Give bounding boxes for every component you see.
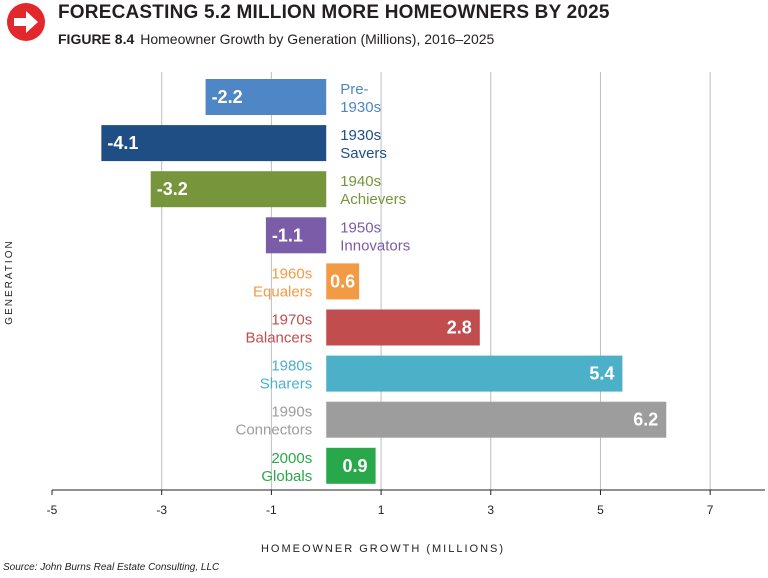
bar-value-label: 0.6 <box>330 271 355 291</box>
bar-category-label-line: Connectors <box>236 422 313 439</box>
bar-category-label-line: 1970s <box>271 312 312 329</box>
bar-category-label: Pre-1930s <box>340 81 381 116</box>
bar-category-label-line: 1980s <box>271 358 312 375</box>
x-tick-label: 5 <box>597 503 604 517</box>
x-tick-label: -3 <box>156 503 167 517</box>
bar-category-label-line: 1930s <box>340 99 381 116</box>
source-note: Source: John Burns Real Estate Consultin… <box>3 562 220 573</box>
bar <box>265 217 327 254</box>
bar-category-label-line: Pre- <box>340 81 368 98</box>
bars: -2.2 Pre-1930s-4.1 1930s Savers-3.2 1940s Ach… <box>101 79 667 485</box>
bar-value-label: -1.1 <box>272 225 303 245</box>
x-tick-label: 3 <box>487 503 494 517</box>
bar-category-label: 1960s Equalers <box>253 265 312 300</box>
x-tick-label: -5 <box>47 503 58 517</box>
x-tick-label: 1 <box>378 503 385 517</box>
bar-category-label: 1970s Balancers <box>246 312 313 347</box>
bar-category-label-line: Equalers <box>253 283 312 300</box>
bar-value-label: 5.4 <box>589 364 614 384</box>
bar <box>326 263 360 300</box>
bar-category-label: 1990s Connectors <box>236 404 313 439</box>
chart-subtitle: FIGURE 8.4 Homeowner Growth by Generation… <box>58 31 494 47</box>
right-arrow-circle-icon <box>7 3 45 41</box>
figure-label: FIGURE 8.4 <box>58 31 135 47</box>
bar-category-label-line: 1960s <box>271 265 312 282</box>
x-axis: -5 -3 -1 1 3 5 7 <box>47 489 765 517</box>
bar-value-label: 0.9 <box>343 456 368 476</box>
bar-category-label: 1940s Achievers <box>340 173 406 208</box>
bar <box>205 79 327 115</box>
chart-header: FORECASTING 5.2 MILLION MORE HOMEOWNERS … <box>0 0 768 60</box>
bar-value-label: 6.2 <box>633 410 658 430</box>
bar <box>150 171 327 208</box>
bar <box>326 309 480 346</box>
bar-category-label-line: 1950s <box>340 219 381 236</box>
bar <box>326 355 623 392</box>
bar-value-label: -2.2 <box>212 87 243 107</box>
x-axis-label: HOMEOWNER GROWTH (MILLIONS) <box>261 543 505 555</box>
bar-category-label: 1950s Innovators <box>340 219 410 254</box>
bar-category-label: 1930s Savers <box>340 127 387 162</box>
bar <box>326 401 667 438</box>
bar-category-label-line: Savers <box>340 145 387 162</box>
bar-category-label: 1980s Sharers <box>260 358 313 393</box>
bar <box>101 125 327 162</box>
bar-category-label-line: 1930s <box>340 127 381 144</box>
bar-category-label-line: 2000s <box>271 450 312 467</box>
bar <box>326 447 376 484</box>
bar-category-label-line: Innovators <box>340 237 410 254</box>
bar-category-label-line: Globals <box>261 468 312 485</box>
bar-value-label: 2.8 <box>447 318 472 338</box>
bar-category-label: 2000s Globals <box>261 450 312 485</box>
bar-category-label-line: Balancers <box>246 330 313 347</box>
bar-category-label-line: Achievers <box>340 191 406 208</box>
chart-title: FORECASTING 5.2 MILLION MORE HOMEOWNERS … <box>58 2 610 23</box>
bar-category-label-line: 1940s <box>340 173 381 190</box>
x-tick-label: 7 <box>707 503 714 517</box>
y-axis-label: GENERATION <box>4 239 15 324</box>
x-tick-label: -1 <box>266 503 277 517</box>
bar-value-label: -4.1 <box>107 133 138 153</box>
subtitle-text: Homeowner Growth by Generation (Millions… <box>140 31 495 47</box>
bar-value-label: -3.2 <box>157 179 188 199</box>
bar-category-label-line: Sharers <box>260 376 313 393</box>
bar-category-label-line: 1990s <box>271 404 312 421</box>
